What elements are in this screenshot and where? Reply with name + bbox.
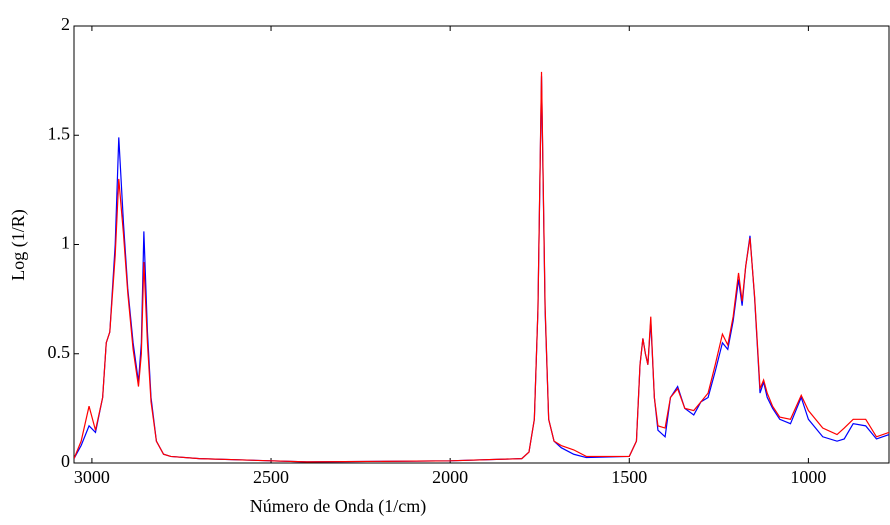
x-tick-label: 3000 bbox=[74, 467, 110, 487]
x-tick-label: 1500 bbox=[611, 467, 647, 487]
y-axis-label: Log (1/R) bbox=[8, 209, 29, 281]
y-tick-label: 0 bbox=[61, 451, 70, 471]
y-tick-label: 1 bbox=[61, 233, 70, 253]
x-tick-label: 2000 bbox=[432, 467, 468, 487]
x-tick-label: 2500 bbox=[253, 467, 289, 487]
spectrum-line bbox=[74, 76, 889, 463]
y-tick-label: 1.5 bbox=[48, 123, 71, 143]
y-tick-label: 2 bbox=[61, 14, 70, 34]
spectrum-line bbox=[74, 71, 889, 463]
y-tick-label: 0.5 bbox=[48, 342, 71, 362]
x-tick-label: 1000 bbox=[790, 467, 826, 487]
x-axis-label: Número de Onda (1/cm) bbox=[250, 496, 426, 517]
